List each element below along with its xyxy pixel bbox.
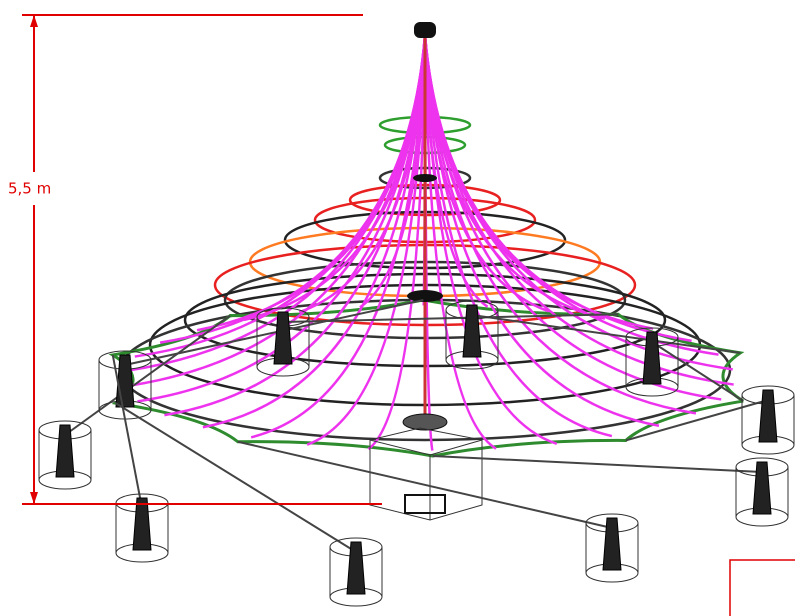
anchor-rope bbox=[651, 341, 744, 402]
anchor-post bbox=[758, 389, 778, 443]
anchor-rope bbox=[124, 299, 424, 366]
anchor-rope bbox=[471, 314, 741, 354]
anchor-cylinder bbox=[329, 547, 383, 597]
anchor-post bbox=[55, 424, 75, 478]
mast-hub bbox=[413, 174, 437, 182]
radial-rope bbox=[298, 34, 427, 314]
anchor-cylinder bbox=[38, 430, 92, 480]
anchor-post bbox=[273, 311, 293, 365]
anchor-post bbox=[462, 304, 482, 358]
radial-rope bbox=[367, 34, 427, 451]
radial-rope bbox=[423, 34, 558, 446]
anchor-post bbox=[642, 331, 662, 385]
radial-rope bbox=[423, 34, 489, 308]
mast-top bbox=[414, 22, 436, 38]
dimension-corner bbox=[729, 559, 795, 616]
anchor-rope bbox=[432, 454, 763, 473]
radial-rope bbox=[250, 34, 427, 439]
radial-rope bbox=[423, 34, 613, 438]
radial-rope bbox=[423, 34, 660, 427]
mast-hub bbox=[407, 290, 443, 302]
rope-net bbox=[38, 22, 795, 607]
anchor-cylinder bbox=[98, 360, 152, 410]
radial-rope bbox=[243, 34, 427, 322]
anchor-cylinder bbox=[256, 317, 310, 367]
anchor-rope bbox=[115, 402, 357, 553]
anchor-post bbox=[752, 461, 772, 515]
anchor-rope bbox=[64, 314, 231, 436]
radial-rope bbox=[164, 34, 427, 417]
anchor-cylinder bbox=[585, 523, 639, 573]
radial-rope bbox=[202, 34, 427, 429]
anchor-rope bbox=[111, 354, 143, 509]
mast-base bbox=[402, 413, 448, 431]
dimension: 5,5 m bbox=[8, 14, 795, 616]
radial-rope bbox=[423, 34, 550, 313]
anchor-cylinder bbox=[625, 337, 679, 387]
anchor-post bbox=[346, 541, 366, 595]
radial-rope bbox=[196, 34, 427, 332]
anchor-cylinder bbox=[735, 467, 789, 517]
anchor-rope bbox=[237, 440, 613, 529]
anchor-cylinder bbox=[741, 395, 795, 445]
radial-rope bbox=[359, 34, 427, 309]
anchor-post bbox=[132, 497, 152, 551]
dimension-label: 5,5 m bbox=[8, 180, 51, 198]
net-border bbox=[108, 298, 745, 458]
footing-box bbox=[369, 427, 483, 521]
anchor-cylinder bbox=[115, 503, 169, 553]
anchor-cylinder bbox=[445, 310, 499, 360]
anchor-post bbox=[602, 517, 622, 571]
footing-plate bbox=[404, 494, 446, 514]
anchor-rope bbox=[282, 313, 619, 323]
anchor-rope bbox=[625, 399, 769, 442]
